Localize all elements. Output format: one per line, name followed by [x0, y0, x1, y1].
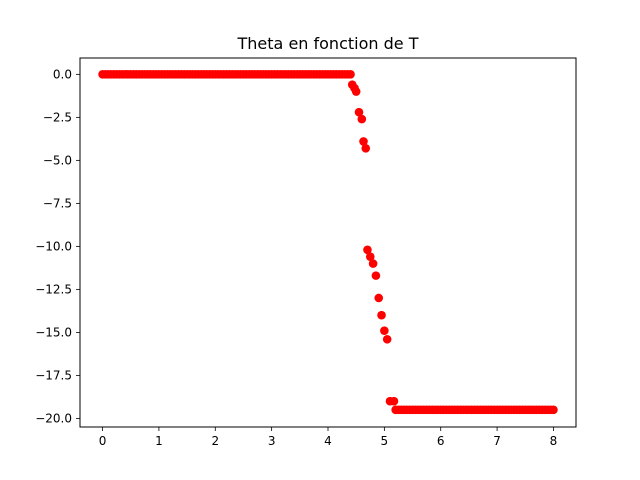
data-point [374, 293, 384, 303]
x-tick-label: 4 [324, 434, 332, 448]
x-tick-label: 1 [155, 434, 163, 448]
data-point [361, 144, 371, 153]
x-tick-label: 7 [493, 434, 501, 448]
data-point [354, 107, 364, 117]
data-point [351, 87, 361, 96]
y-tick-label: −5.0 [43, 153, 72, 167]
data-point [389, 396, 399, 406]
data-point [382, 334, 392, 344]
x-tick-label: 6 [437, 434, 445, 448]
x-tick-label: 5 [381, 434, 389, 448]
y-tick-label: −15.0 [35, 325, 72, 339]
x-tick-label: 8 [550, 434, 558, 448]
y-tick-label: −20.0 [35, 411, 72, 425]
data-point [365, 252, 375, 261]
x-axis: 0 1 2 3 4 5 6 7 8 [99, 427, 558, 448]
y-tick-label: −7.5 [43, 196, 72, 210]
chart-title: Theta en fonction de T [237, 34, 419, 53]
y-tick-label: −10.0 [35, 239, 72, 253]
data-point [359, 137, 368, 146]
x-tick-label: 2 [211, 434, 219, 448]
x-tick-label: 0 [99, 434, 107, 448]
data-points [98, 70, 558, 415]
data-point [357, 114, 367, 124]
data-point [346, 70, 355, 79]
y-axis: 0.0 −2.5 −5.0 −7.5 −10.0 −12.5 −15.0 −17.5 −20.0 [35, 67, 80, 425]
y-tick-label: −2.5 [43, 110, 72, 124]
data-point [380, 326, 389, 335]
plot-frame [79, 57, 577, 428]
data-point [371, 271, 381, 280]
y-tick-label: −12.5 [35, 282, 72, 296]
data-point [363, 245, 372, 255]
y-tick-label: −17.5 [35, 368, 72, 382]
y-tick-label: 0.0 [53, 67, 72, 81]
data-point [377, 310, 386, 320]
x-tick-label: 3 [268, 434, 276, 448]
data-point [549, 405, 558, 415]
data-point [368, 259, 378, 268]
